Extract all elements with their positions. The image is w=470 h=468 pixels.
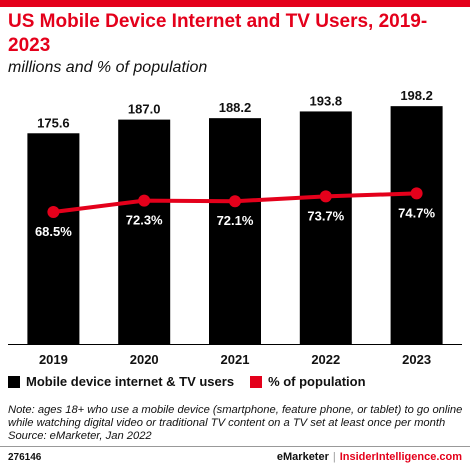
- legend-item-line: % of population: [250, 374, 366, 389]
- brand-emarketer: eMarketer: [276, 451, 329, 463]
- chart-note: Note: ages 18+ who use a mobile device (…: [8, 404, 468, 443]
- bar-value-label-2019: 175.6: [37, 115, 70, 130]
- legend-item-bars: Mobile device internet & TV users: [8, 374, 234, 389]
- bar-value-label-2020: 187.0: [128, 102, 161, 117]
- percent-point-2022: [319, 190, 332, 203]
- top-accent-bar: [0, 0, 470, 7]
- x-tick-label-2023: 2023: [402, 352, 431, 367]
- bar-2023: [390, 106, 443, 344]
- legend-label-bars: Mobile device internet & TV users: [26, 374, 235, 389]
- legend-swatch-line: [250, 375, 263, 388]
- bar-2019: [27, 133, 80, 344]
- brand-separator: |: [332, 451, 336, 463]
- percent-point-2019: [47, 206, 60, 218]
- x-tick-label-2019: 2019: [39, 352, 68, 367]
- brand-footer: eMarketer | InsiderIntelligence.com: [277, 451, 462, 463]
- percent-label-2019: 68.5%: [35, 224, 72, 239]
- chart-title: US Mobile Device Internet and TV Users, …: [8, 11, 428, 56]
- percent-label-2021: 72.1%: [217, 213, 254, 228]
- bar-value-label-2021: 188.2: [219, 100, 252, 115]
- brand-insider-intelligence: InsiderIntelligence.com: [339, 451, 462, 463]
- x-tick-label-2021: 2021: [221, 352, 250, 367]
- bar-2020: [118, 119, 171, 344]
- chart-subtitle: millions and % of population: [8, 59, 208, 76]
- x-tick-label-2020: 2020: [130, 352, 159, 367]
- footer-divider: [0, 446, 470, 447]
- legend-label-line: % of population: [268, 374, 366, 389]
- chart-area: 175.6 2019 187.0 2020 188.2 2021 193.8 2022 198.…: [8, 88, 462, 367]
- source-text: Source: eMarketer, Jan 2022: [8, 430, 152, 442]
- percent-point-2023: [410, 187, 423, 200]
- percent-label-2023: 74.7%: [398, 205, 435, 220]
- bar-value-label-2023: 198.2: [400, 88, 433, 103]
- bar-2021: [209, 118, 261, 344]
- percent-label-2022: 73.7%: [307, 208, 344, 223]
- legend: Mobile device internet & TV users % of p…: [8, 374, 382, 389]
- percent-label-2020: 72.3%: [126, 213, 163, 228]
- x-tick-label-2022: 2022: [311, 352, 340, 367]
- chart-id: 276146: [8, 452, 42, 463]
- bar-2022: [299, 111, 352, 344]
- bar-value-label-2022: 193.8: [310, 93, 343, 108]
- percent-point-2020: [138, 194, 151, 207]
- percent-point-2021: [229, 195, 241, 208]
- note-text: Note: ages 18+ who use a mobile device (…: [8, 404, 463, 429]
- legend-swatch-bars: [8, 375, 20, 388]
